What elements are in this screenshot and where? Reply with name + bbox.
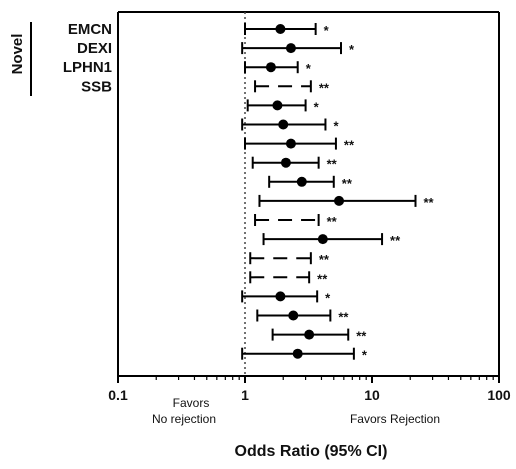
forest-row: * LPHN1 [63, 59, 312, 76]
forest-row: ** [262, 233, 401, 248]
point-estimate [334, 195, 345, 206]
significance-label: ** [342, 176, 353, 191]
forest-row: ** [251, 156, 338, 172]
point-estimate [278, 119, 289, 130]
significance-label: * [333, 119, 339, 134]
significance-label: ** [423, 195, 434, 210]
x-tick-label-3: 100 [487, 387, 511, 403]
point-estimate [292, 348, 303, 359]
significance-label: ** [327, 157, 338, 172]
x-tick-label-2: 10 [364, 387, 380, 403]
significance-label: ** [319, 252, 330, 267]
point-estimate [296, 176, 307, 187]
forest-row: ** [254, 214, 338, 229]
axes-layer: 0.1 1 10 100 [108, 11, 511, 403]
point-estimate [288, 310, 299, 321]
forest-row: * EMCN [68, 21, 330, 38]
significance-label: * [314, 99, 320, 114]
forest-row: ** [268, 175, 353, 191]
point-estimate [275, 24, 286, 34]
forest-row: ** [271, 328, 367, 344]
forest-row: ** [258, 194, 435, 210]
forest-row: * [241, 290, 331, 305]
forest-row: * [241, 347, 368, 363]
point-estimate [275, 291, 286, 302]
significance-label: ** [356, 329, 367, 344]
gene-label-emcn: EMCN [68, 21, 112, 38]
point-estimate [285, 138, 296, 149]
forest-row: * [241, 118, 339, 134]
significance-label: * [324, 23, 330, 38]
significance-label: * [349, 42, 355, 57]
rows-layer: *EMCN*DEXI*LPHN1**SSB*******************… [63, 21, 435, 363]
significance-label: ** [390, 233, 401, 248]
forest-row: * DEXI [77, 40, 355, 57]
forest-row: * [246, 99, 320, 114]
gene-label-ssb: SSB [81, 78, 112, 95]
forest-row: ** SSB [81, 78, 330, 95]
point-estimate [317, 234, 328, 245]
x-axis-title: Odds Ratio (95% CI) [235, 443, 388, 460]
significance-label: * [306, 61, 312, 76]
significance-label: ** [327, 214, 338, 229]
point-estimate [304, 329, 315, 340]
labels-layer: Odds Ratio (95% CI) Favors Rejection Fav… [9, 22, 440, 460]
x-tick-label-1: 1 [241, 387, 249, 403]
point-estimate [280, 157, 291, 168]
no-rejection-label: No rejection [152, 412, 216, 426]
point-estimate [265, 62, 276, 73]
point-estimate [285, 43, 296, 54]
favors-rejection-label: Favors Rejection [350, 412, 440, 426]
gene-label-lphn1: LPHN1 [63, 59, 112, 76]
gene-label-dexi: DEXI [77, 40, 112, 57]
x-tick-label-0: 0.1 [108, 387, 128, 403]
favors-label: Favors [173, 396, 210, 410]
forest-row: ** [256, 309, 349, 325]
significance-label: * [362, 348, 368, 363]
significance-label: ** [344, 138, 355, 153]
forest-row: ** [249, 252, 330, 267]
forest-row: ** [249, 271, 328, 286]
significance-label: ** [319, 80, 330, 95]
significance-label: ** [338, 310, 349, 325]
forest-row: ** [244, 137, 355, 153]
group-label-novel: Novel [9, 34, 26, 75]
point-estimate [272, 100, 283, 111]
significance-label: * [325, 290, 331, 305]
significance-label: ** [317, 271, 328, 286]
